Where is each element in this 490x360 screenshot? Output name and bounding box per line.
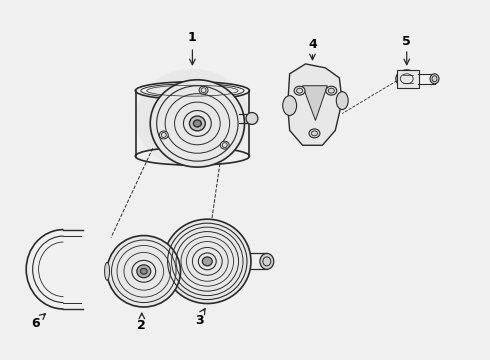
- Ellipse shape: [309, 129, 320, 138]
- Ellipse shape: [336, 92, 348, 109]
- Ellipse shape: [194, 120, 201, 127]
- Text: 2: 2: [137, 319, 146, 332]
- Ellipse shape: [202, 257, 212, 266]
- Text: 6: 6: [31, 318, 40, 330]
- Ellipse shape: [190, 116, 205, 131]
- Ellipse shape: [164, 219, 251, 303]
- Ellipse shape: [150, 80, 245, 167]
- Ellipse shape: [199, 86, 208, 94]
- Polygon shape: [302, 86, 327, 121]
- Ellipse shape: [104, 262, 110, 280]
- Ellipse shape: [159, 131, 168, 139]
- Text: 5: 5: [402, 35, 411, 48]
- Ellipse shape: [137, 265, 151, 278]
- Ellipse shape: [283, 96, 296, 116]
- Ellipse shape: [140, 268, 147, 274]
- Polygon shape: [397, 70, 418, 88]
- Text: 3: 3: [195, 314, 204, 327]
- Text: 4: 4: [308, 37, 317, 50]
- Text: 1: 1: [188, 31, 197, 44]
- Ellipse shape: [260, 253, 274, 269]
- Ellipse shape: [246, 113, 258, 125]
- Polygon shape: [288, 64, 342, 145]
- Ellipse shape: [430, 74, 439, 84]
- Ellipse shape: [326, 86, 337, 95]
- Ellipse shape: [294, 86, 305, 95]
- Ellipse shape: [220, 141, 229, 149]
- Ellipse shape: [396, 70, 417, 88]
- Ellipse shape: [107, 235, 180, 307]
- Ellipse shape: [135, 69, 249, 168]
